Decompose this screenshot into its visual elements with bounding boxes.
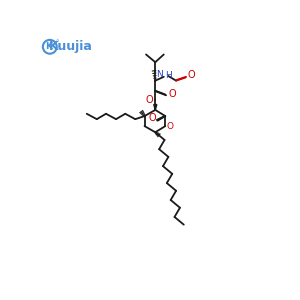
Polygon shape xyxy=(154,104,157,110)
Text: N: N xyxy=(156,70,163,79)
Text: O: O xyxy=(166,122,173,131)
Text: K: K xyxy=(46,42,52,51)
Text: O: O xyxy=(148,113,156,123)
Text: O: O xyxy=(168,89,176,99)
Text: Kuujia: Kuujia xyxy=(49,40,92,53)
Text: H: H xyxy=(165,71,172,80)
Text: O: O xyxy=(146,95,153,105)
Text: O: O xyxy=(188,70,195,80)
Text: °: ° xyxy=(56,41,59,47)
